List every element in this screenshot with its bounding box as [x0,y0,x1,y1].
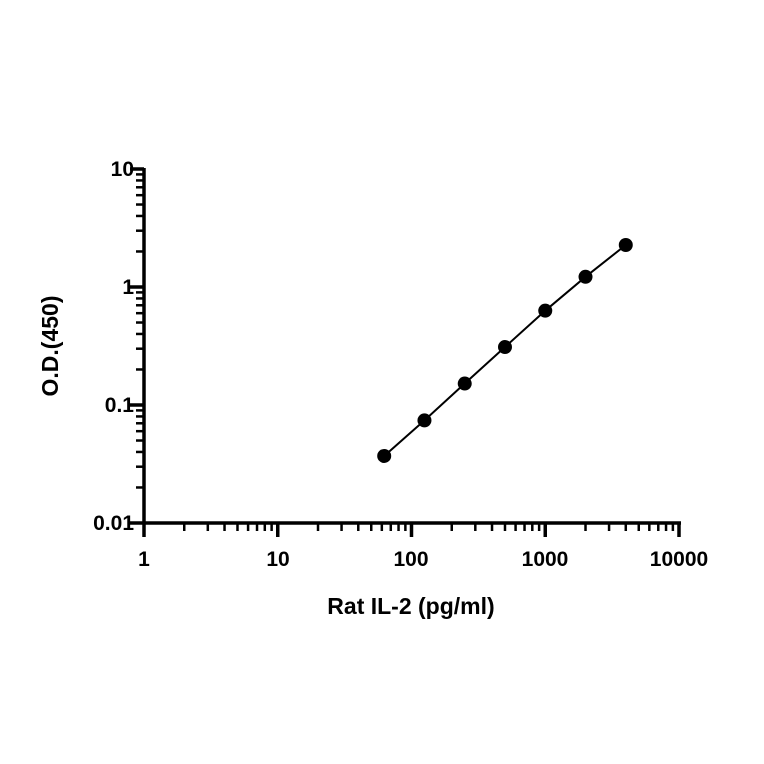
x-tick-label: 10000 [650,548,708,571]
data-point [578,269,593,284]
y-tick-label: 1 [122,276,134,299]
y-tick-label: 10 [111,158,134,181]
y-tick-labels: 0.01 0.1 1 10 [93,158,134,535]
minor-ticks [136,173,675,531]
x-axis-title: Rat IL-2 (pg/ml) [327,593,494,619]
data-point [497,340,512,355]
x-tick-labels: 1 10 100 1000 10000 [138,548,708,571]
data-point [618,237,633,252]
major-ticks [130,167,681,537]
x-tick-label: 1000 [522,548,569,571]
data-points [377,237,633,463]
y-tick-label: 0.1 [105,394,135,417]
x-tick-label: 10 [266,548,289,571]
data-point [417,413,432,428]
data-point [538,303,553,318]
y-axis-title: O.D.(450) [37,296,63,397]
data-point [377,448,392,463]
data-point [457,376,472,391]
x-tick-label: 100 [393,548,428,571]
x-tick-label: 1 [138,548,150,571]
y-tick-label: 0.01 [93,512,134,535]
